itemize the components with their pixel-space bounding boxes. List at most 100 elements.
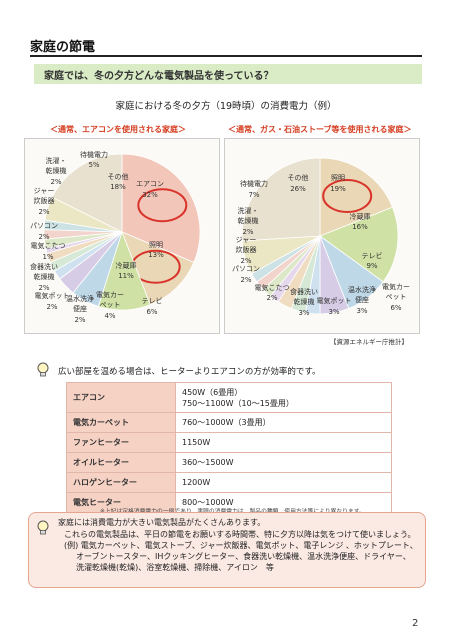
pie-slice (121, 153, 201, 263)
label-pot-2: 電気ポット (317, 296, 352, 305)
heater-wattage-line: 750～1100W（10～15畳用） (182, 398, 294, 408)
label-dish-2a: 食器洗い (290, 287, 318, 296)
heater-wattage-line: 450W（6畳用） (182, 387, 243, 397)
label-kotatsu-2: 電気こたつ (255, 283, 290, 292)
pct-wash: 2% (50, 178, 61, 186)
tip-line: 洗濯乾燥機(乾燥)、浴室乾燥機、掃除機、アイロン 等 (76, 563, 274, 572)
pct-kotatsu: 1% (42, 253, 53, 261)
label-other: その他 (108, 172, 129, 181)
label-rice-2: 炊飯器 (34, 196, 55, 205)
heater-wattage: 360～1500W (175, 452, 392, 473)
highlight-circle (322, 179, 373, 214)
label-wash-2: 乾燥機 (46, 166, 67, 175)
pct-carpet: 4% (104, 312, 115, 320)
heater-name: 電気カーペット (66, 412, 176, 433)
label-rice-2b: 炊飯器 (236, 245, 257, 254)
pct-pc: 2% (38, 233, 49, 241)
heater-table-title: 広い部屋を温める場合は、ヒーターよりエアコンの方が効率的です。 (58, 367, 321, 377)
label-rice-2a: ジャー (236, 236, 257, 244)
page-title: 家庭の節電 (30, 40, 96, 55)
pct-dish-2: 3% (298, 309, 309, 317)
label-carpet-2b: ペット (386, 293, 407, 301)
label-carpet-2: ペット (100, 301, 121, 309)
tip-line: オーブントースター、IHクッキングヒーター、食器洗い乾燥機、温水洗浄便座、ドライ… (76, 552, 411, 561)
label-standby: 待機電力 (80, 150, 108, 159)
table-row: エアコン 450W（6畳用） 750～1100W（10～15畳用） (66, 382, 392, 413)
pct-pot-2: 3% (328, 308, 339, 316)
heater-comparison-table: エアコン 450W（6畳用） 750～1100W（10～15畳用） 電気カーペッ… (66, 382, 392, 513)
label-tv-2: テレビ (362, 251, 383, 260)
highlight-circle (137, 188, 188, 223)
label-wash-2a: 洗濯・ (238, 206, 259, 215)
pct-wash-2: 2% (242, 228, 253, 236)
table-row: ハロゲンヒーター 1200W (66, 472, 392, 493)
label-pot: 電気ポット (35, 291, 70, 300)
label-carpet-1: 電気カー (96, 290, 124, 299)
label-fridge: 冷蔵庫 (116, 261, 137, 270)
label-dish-2: 乾燥機 (34, 272, 55, 281)
tip-line: これらの電気製品は、平日の節電をお願いする時間帯、特に夕方以降は気をつけて使いま… (64, 530, 416, 539)
label-pc: パソコン (30, 222, 58, 230)
label-toilet-2a: 温水洗浄 (348, 285, 376, 294)
right-chart-subtitle: ＜通常、ガス・石油ストーブ等を使用される家庭＞ (228, 125, 412, 134)
pct-standby-2: 7% (248, 191, 259, 199)
lightbulb-icon (37, 362, 49, 377)
title-divider (30, 55, 422, 57)
label-dish-1: 食器洗い (30, 262, 58, 271)
label-pc-2: パソコン (232, 265, 260, 273)
pct-light: 13% (148, 251, 164, 259)
pct-aircon: 32% (142, 191, 158, 199)
pct-fridge-2: 16% (352, 223, 368, 231)
pie-slice (241, 157, 321, 242)
pct-toilet: 2% (74, 316, 85, 324)
heater-wattage: 1150W (175, 432, 392, 453)
pct-rice-2: 2% (240, 257, 251, 265)
label-toilet-1: 温水洗浄 (66, 294, 94, 303)
label-wash-2b: 乾燥機 (238, 216, 259, 225)
pct-dish: 2% (38, 284, 49, 292)
label-fridge-2: 冷蔵庫 (350, 212, 371, 221)
label-tv: テレビ (142, 296, 163, 305)
pie-slice (51, 153, 123, 233)
question-banner (34, 64, 422, 84)
tip-line: 家庭には消費電力が大きい電気製品がたくさんあります。 (58, 518, 266, 527)
tip-line: (例) 電気カーペット、電気ストーブ、ジャー炊飯器、電気ポット、電子レンジ 、ホ… (64, 541, 418, 550)
label-toilet-2b: 便座 (355, 295, 369, 304)
heater-name: ファンヒーター (66, 432, 176, 453)
tips-box (28, 512, 426, 588)
lightbulb-icon (37, 520, 49, 535)
pie-slice (319, 157, 394, 237)
heater-wattage: 450W（6畳用） 750～1100W（10～15畳用） (175, 382, 392, 413)
label-aircon: エアコン (136, 180, 164, 188)
pct-standby: 5% (88, 161, 99, 169)
pct-other: 18% (110, 183, 126, 191)
pct-tv-2: 9% (366, 262, 377, 270)
pct-pot: 2% (46, 303, 57, 311)
pie-slice (319, 206, 399, 283)
pct-tv: 6% (146, 308, 157, 316)
label-toilet-2: 便座 (73, 304, 87, 313)
pct-light-2: 19% (330, 185, 346, 193)
aircon-household-pie (43, 153, 201, 311)
left-chart-subtitle: ＜通常、エアコンを使用される家庭＞ (50, 125, 186, 134)
pct-pc-2: 2% (240, 276, 251, 284)
pie-slice (121, 231, 195, 306)
label-wash-1: 洗濯・ (46, 156, 67, 165)
heater-name: オイルヒーター (66, 452, 176, 473)
pct-rice: 2% (38, 208, 49, 216)
label-light: 照明 (149, 241, 163, 249)
pct-toilet-2: 3% (356, 307, 367, 315)
chart-title: 家庭における冬の夕方（19時頃）の消費電力（例） (115, 101, 337, 112)
source-note: 【資源エネルギー庁推計】 (330, 338, 408, 346)
label-light-2: 照明 (331, 174, 345, 182)
pct-other-2: 26% (290, 185, 306, 193)
page-number: 2 (412, 618, 419, 629)
table-row: 電気カーペット 760～1000W（3畳用） (66, 412, 392, 433)
table-row: ファンヒーター 1150W (66, 432, 392, 453)
table-row: オイルヒーター 360～1500W (66, 452, 392, 473)
label-standby-2: 待機電力 (240, 179, 268, 188)
label-kotatsu: 電気こたつ (31, 241, 66, 250)
pct-kotatsu-2: 2% (266, 294, 277, 302)
gas-stove-household-pie (241, 157, 399, 315)
